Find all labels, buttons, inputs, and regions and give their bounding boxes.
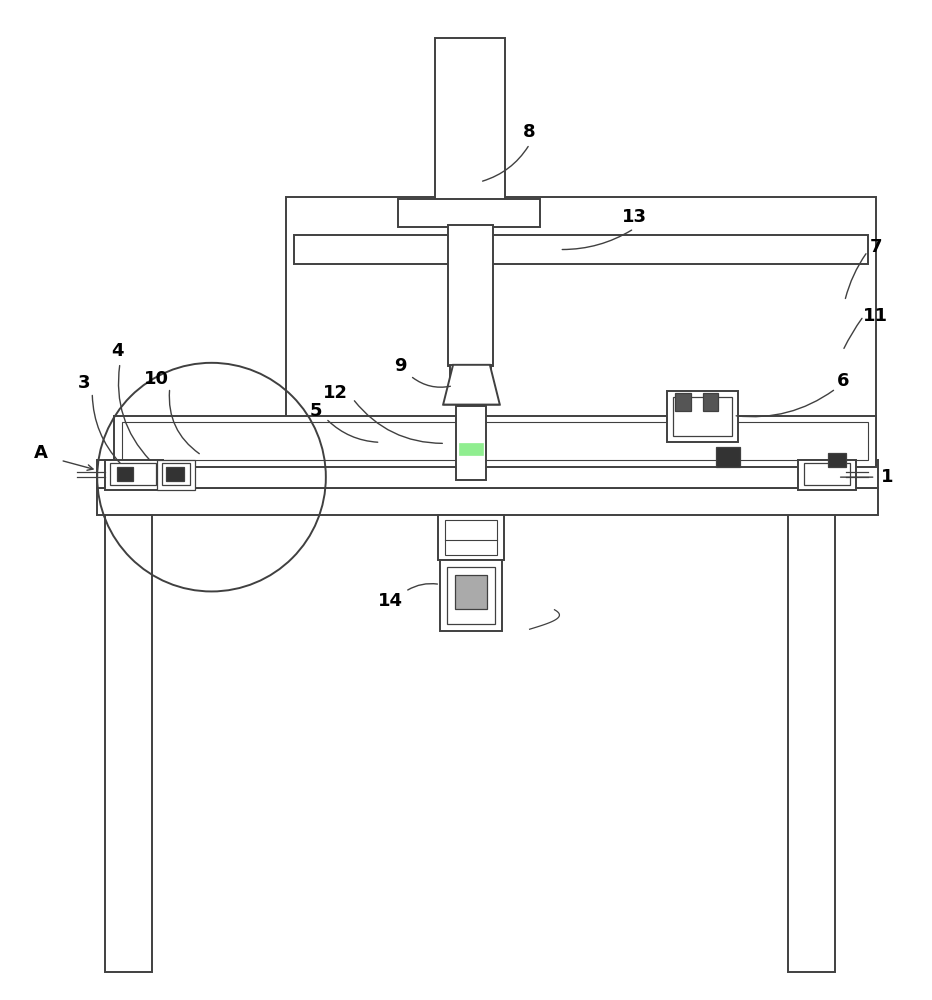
Bar [673, 397, 733, 436]
Bar [447, 567, 495, 624]
Bar [435, 38, 505, 202]
Bar [97, 488, 878, 515]
Bar [445, 520, 497, 555]
Bar [294, 235, 868, 264]
Text: 11: 11 [863, 307, 888, 325]
Bar [666, 391, 738, 442]
Text: 7: 7 [870, 238, 882, 256]
Bar [105, 475, 152, 972]
Bar [166, 467, 184, 481]
Text: 1: 1 [882, 468, 894, 486]
Bar [798, 460, 856, 490]
Bar [398, 199, 540, 227]
Text: 4: 4 [111, 342, 123, 360]
Bar [788, 475, 835, 972]
Bar [286, 197, 875, 465]
Polygon shape [443, 403, 500, 405]
Text: 10: 10 [144, 370, 170, 388]
Bar [440, 560, 501, 631]
Bar [162, 463, 189, 485]
Bar [717, 447, 740, 467]
Bar [438, 515, 504, 560]
Bar [804, 463, 850, 485]
Bar [110, 463, 156, 485]
Bar [114, 416, 875, 467]
Text: 9: 9 [394, 357, 406, 375]
Text: 12: 12 [323, 384, 349, 402]
Bar [117, 467, 133, 481]
Bar [675, 393, 691, 411]
Bar [97, 460, 878, 488]
Bar [828, 453, 845, 467]
Bar [105, 460, 163, 490]
Text: 3: 3 [78, 374, 90, 392]
Bar [455, 575, 487, 609]
Text: 8: 8 [523, 123, 536, 141]
Text: A: A [34, 444, 48, 462]
Bar [459, 443, 483, 455]
Bar [122, 422, 868, 460]
Bar [703, 393, 719, 411]
Bar [456, 406, 486, 480]
Bar [448, 225, 493, 366]
Bar [450, 365, 491, 403]
Text: 13: 13 [622, 208, 647, 226]
Polygon shape [443, 365, 500, 405]
Text: 14: 14 [378, 592, 403, 610]
Bar [157, 460, 195, 490]
Text: 5: 5 [309, 402, 322, 420]
Text: 6: 6 [837, 372, 849, 390]
